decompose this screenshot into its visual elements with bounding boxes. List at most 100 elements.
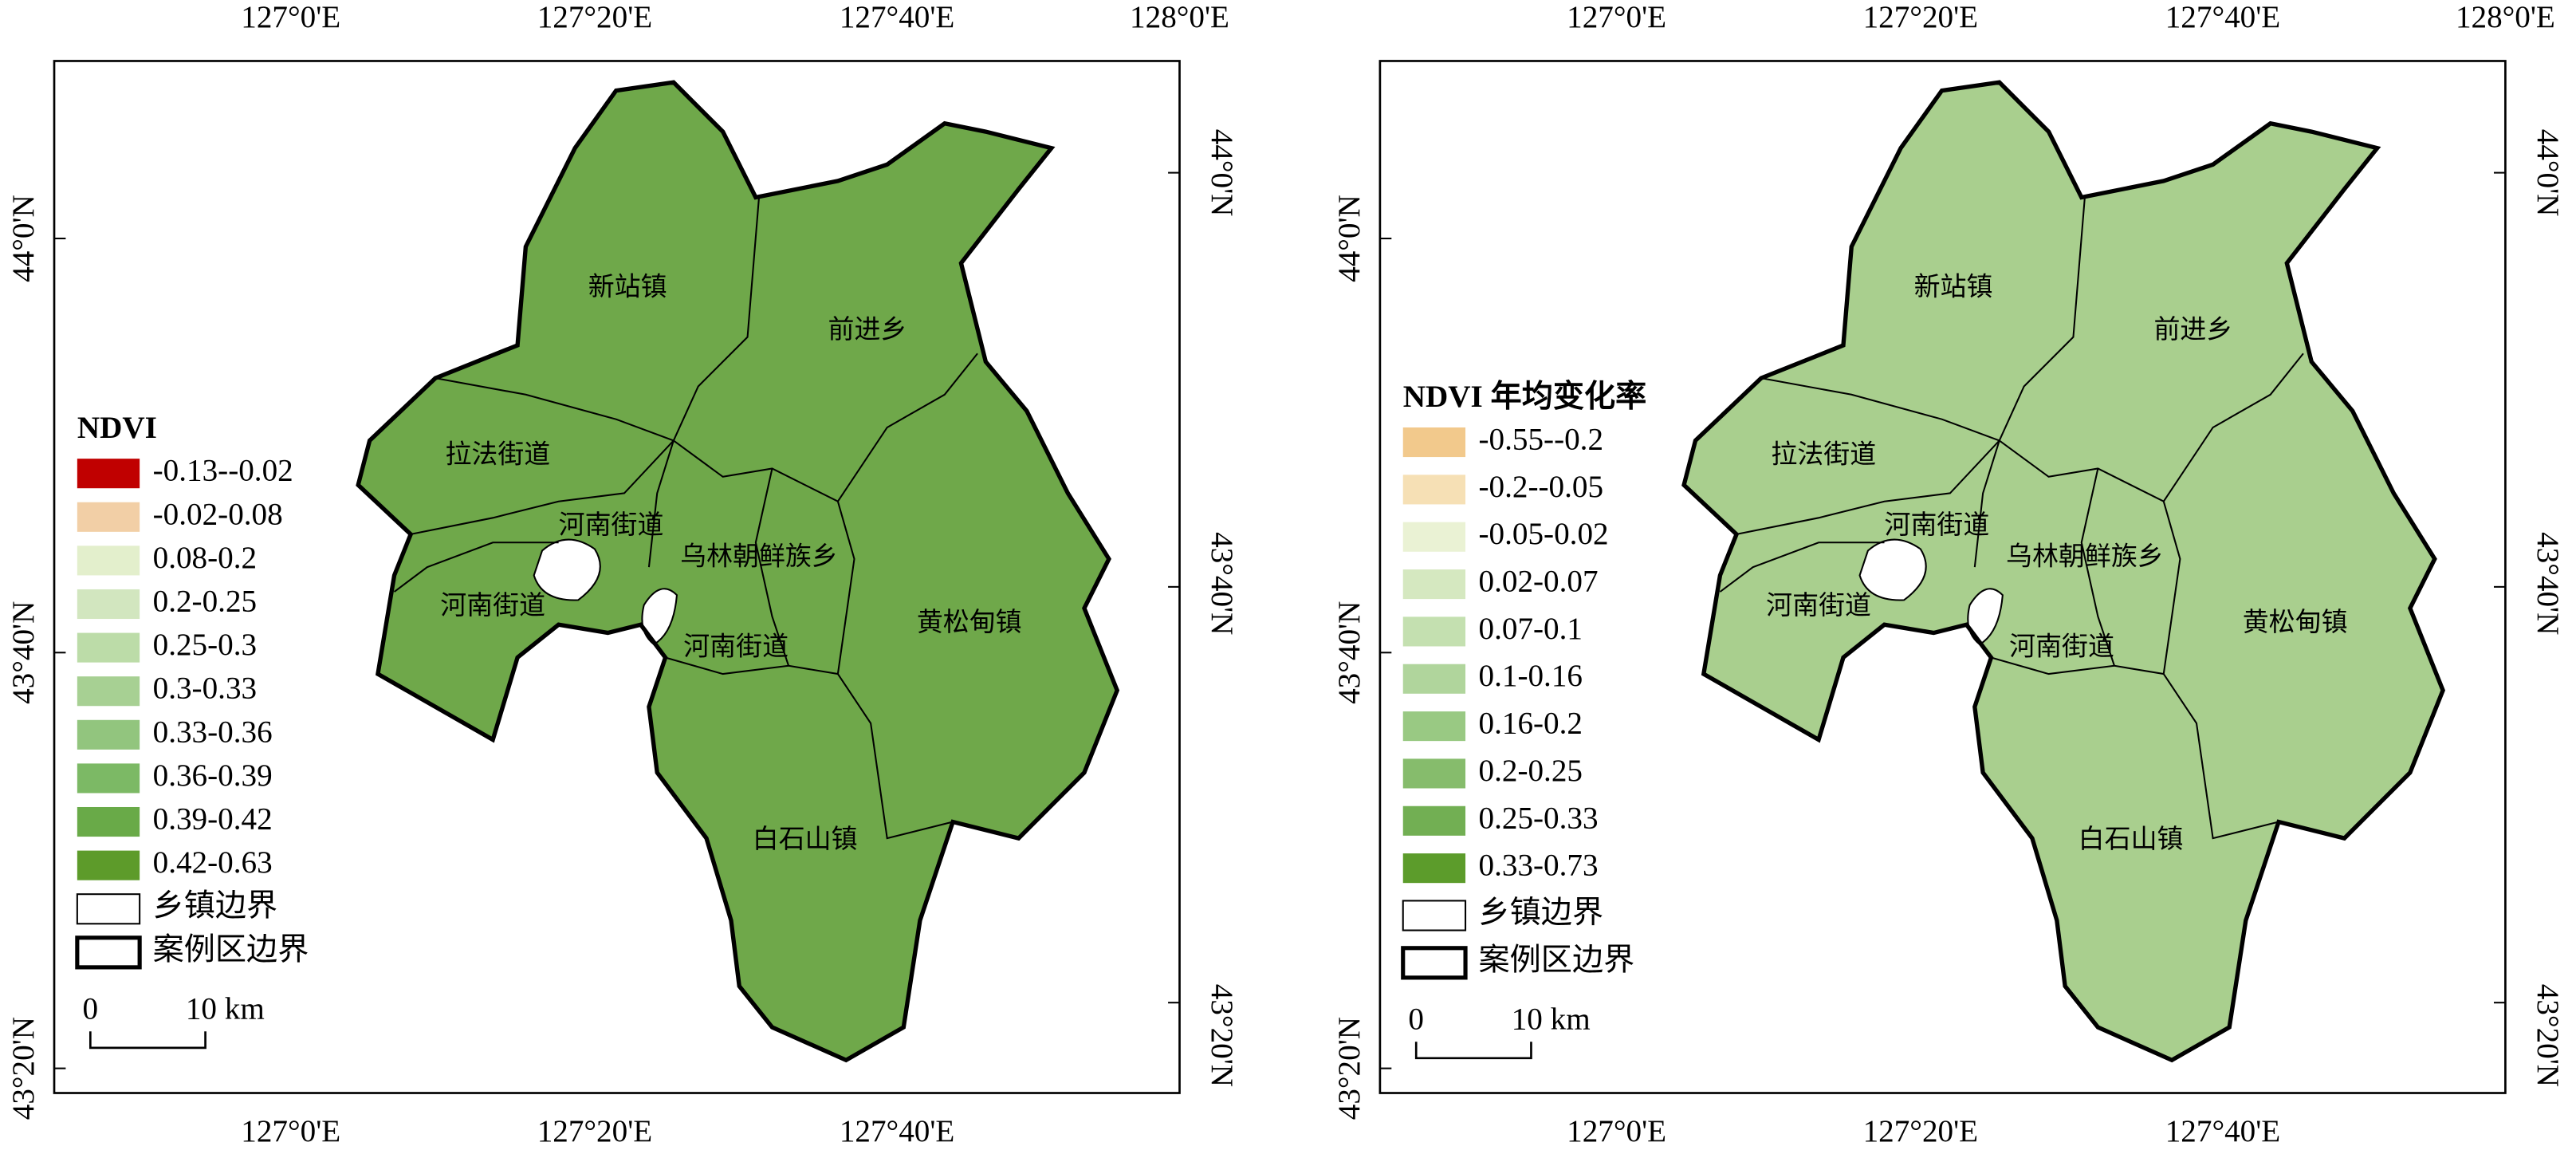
legend-label: 0.02-0.07 <box>1479 565 1599 599</box>
legend-swatch <box>1402 475 1466 505</box>
legend-label: 0.42-0.63 <box>153 845 273 880</box>
top-tick-label: 127°0'E <box>1567 0 1666 34</box>
town-label: 白石山镇 <box>2078 825 2184 854</box>
left-tick-label: 43°40'N <box>1332 601 1367 704</box>
legend-label: -0.55--0.2 <box>1479 423 1604 457</box>
scale-label: 10 km <box>186 992 265 1026</box>
legend-swatch <box>77 850 140 880</box>
legend-swatch <box>77 763 140 794</box>
town-boundary <box>754 468 790 667</box>
top-tick-label: 127°40'E <box>840 0 954 34</box>
bottom-tick-label: 127°20'E <box>1863 1114 1978 1148</box>
left-tick-label: 44°0'N <box>6 195 41 282</box>
map-frame <box>1378 60 2507 1094</box>
legend-swatch-area <box>75 935 142 970</box>
scale-bar <box>1414 1042 1532 1060</box>
legend-label: 0.3-0.33 <box>153 672 257 706</box>
legend-label: -0.05-0.02 <box>1479 517 1609 551</box>
legend-label: -0.2--0.05 <box>1479 470 1604 504</box>
legend-swatch <box>1402 616 1466 647</box>
legend-swatch <box>77 545 140 576</box>
bottom-tick-label: 127°40'E <box>2165 1114 2280 1148</box>
legend-swatch <box>1402 522 1466 552</box>
study-area <box>1684 82 2444 1061</box>
right-tick-label: 43°40'N <box>2531 532 2565 635</box>
town-boundary <box>837 673 954 840</box>
town-label: 河南街道 <box>2009 632 2114 662</box>
legend-label: 乡镇边界 <box>1479 896 1604 930</box>
town-label: 新站镇 <box>1914 272 1993 301</box>
town-boundary <box>1719 542 1885 593</box>
legend-label: 0.08-0.2 <box>153 541 257 575</box>
scale-label: 10 km <box>1512 1002 1591 1036</box>
bottom-tick-label: 127°20'E <box>537 1114 652 1148</box>
legend-label: 0.2-0.25 <box>1479 754 1583 788</box>
right-tick-label: 43°20'N <box>2531 984 2565 1087</box>
legend-swatch <box>1402 758 1466 789</box>
top-tick-label: 127°20'E <box>1863 0 1978 34</box>
top-tick-label: 128°0'E <box>1130 0 1229 34</box>
town-label: 乌林朝鲜族乡 <box>680 542 838 571</box>
town-label: 拉法街道 <box>445 440 550 470</box>
bottom-tick-label: 127°0'E <box>241 1114 340 1148</box>
town-boundary <box>665 501 855 675</box>
top-tick-label: 127°0'E <box>241 0 340 34</box>
town-label: 乌林朝鲜族乡 <box>2006 542 2164 571</box>
legend-swatch <box>77 502 140 532</box>
town-label: 新站镇 <box>588 272 667 301</box>
town-label: 河南街道 <box>1885 510 1990 540</box>
bottom-tick-label: 127°0'E <box>1567 1114 1666 1148</box>
legend-swatch-area <box>1401 946 1468 980</box>
town-boundary <box>1973 440 2000 568</box>
bottom-tick-label: 127°40'E <box>840 1114 954 1148</box>
left-tick-label: 43°40'N <box>6 601 41 704</box>
left-tick-label: 44°0'N <box>1332 195 1367 282</box>
town-boundary <box>647 440 674 568</box>
map-frame <box>53 60 1181 1094</box>
legend-swatch <box>77 459 140 489</box>
legend-label: 0.07-0.1 <box>1479 612 1583 646</box>
legend-label: -0.02-0.08 <box>153 497 283 531</box>
top-tick-label: 127°20'E <box>537 0 652 34</box>
legend-label: 0.25-0.33 <box>1479 801 1599 835</box>
right-tick-label: 44°0'N <box>2531 129 2565 217</box>
legend-label: 0.2-0.25 <box>153 584 257 618</box>
scale-zero: 0 <box>83 992 99 1026</box>
town-boundary <box>2080 468 2115 667</box>
legend-label: 案例区边界 <box>153 932 309 967</box>
town-boundary <box>410 439 674 535</box>
town-label: 河南街道 <box>1766 591 1871 620</box>
town-label: 前进乡 <box>828 315 907 345</box>
legend-swatch <box>1402 853 1466 884</box>
left-tick-label: 43°20'N <box>1332 1017 1367 1120</box>
legend-swatch <box>1402 664 1466 694</box>
map-panel: 新站镇前进乡拉法街道河南街道乌林朝鲜族乡河南街道黄松甸镇河南街道白石山镇127°… <box>6 0 1239 1148</box>
legend-label: 0.39-0.42 <box>153 802 273 837</box>
scale-zero: 0 <box>1408 1002 1424 1036</box>
legend-label: 乡镇边界 <box>153 889 278 924</box>
legend-swatch <box>1402 805 1466 836</box>
town-boundary <box>1736 439 2000 535</box>
right-tick-label: 43°20'N <box>1205 984 1239 1087</box>
legend-swatch <box>1402 427 1466 458</box>
right-tick-label: 44°0'N <box>1205 129 1239 217</box>
study-area <box>358 82 1118 1061</box>
legend-title: NDVI 年均变化率 <box>1403 380 1647 414</box>
town-boundary <box>2162 673 2279 840</box>
town-label: 河南街道 <box>559 510 664 540</box>
town-label: 白石山镇 <box>753 825 858 854</box>
legend-label: 0.25-0.3 <box>153 628 257 662</box>
area-boundary <box>1681 80 2445 1063</box>
legend-swatch <box>1402 711 1466 742</box>
legend-label: 案例区边界 <box>1479 943 1635 977</box>
town-boundary <box>1991 501 2181 675</box>
right-tick-label: 43°40'N <box>1205 532 1239 635</box>
legend-title: NDVI <box>77 411 157 445</box>
legend-swatch-town <box>1402 900 1467 931</box>
area-boundary <box>356 80 1120 1063</box>
legend-swatch <box>77 806 140 837</box>
legend-swatch <box>77 632 140 663</box>
scale-bar <box>88 1031 206 1050</box>
town-label: 黄松甸镇 <box>917 608 1022 637</box>
